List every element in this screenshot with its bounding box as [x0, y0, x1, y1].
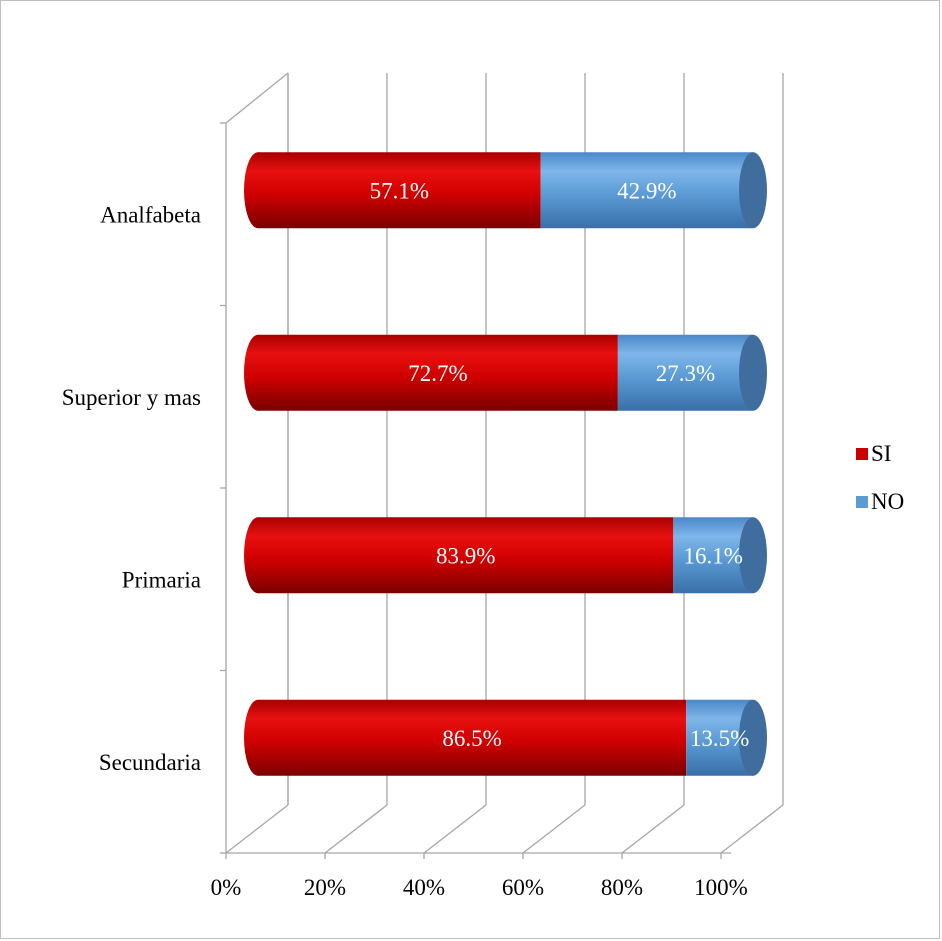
legend-swatch-si — [856, 448, 868, 460]
floor-gridline-60 — [522, 804, 586, 854]
x-tick-label: 100% — [694, 875, 748, 900]
data-label-si: 83.9% — [436, 543, 495, 568]
bar-end-cap — [739, 517, 767, 594]
legend-swatch-no — [856, 496, 868, 508]
category-label: Secundaria — [99, 750, 201, 775]
data-label-no: 13.5% — [690, 726, 749, 751]
data-label-no: 16.1% — [683, 543, 742, 568]
bar-end-cap — [739, 699, 767, 776]
x-tick-label: 20% — [304, 875, 346, 900]
floor-gridline-80 — [621, 804, 685, 854]
category-label: Superior y mas — [62, 385, 201, 410]
bars-layer — [244, 152, 767, 776]
bar-si-2 — [258, 517, 674, 594]
legend: SI NO — [856, 441, 904, 514]
data-label-si: 57.1% — [370, 178, 429, 203]
bar-start-cap — [244, 334, 272, 411]
x-tick-label: 60% — [502, 875, 544, 900]
floor-gridline-0 — [225, 804, 289, 854]
legend-label-no: NO — [871, 489, 904, 514]
bar-end-cap — [739, 334, 767, 411]
labels-layer: 0% 20% 40% 60% 80% 100% 57.1% 42.9% Analfabeta 72… — [62, 178, 750, 900]
bar-no-1 — [617, 334, 753, 411]
data-label-no: 42.9% — [617, 178, 676, 203]
floor-gridline-40 — [423, 804, 487, 854]
bar-si-1 — [258, 334, 618, 411]
side-wall-top-edge — [225, 72, 289, 124]
category-label: Analfabeta — [100, 202, 201, 227]
x-tick-label: 80% — [601, 875, 643, 900]
floor-gridline-20 — [324, 804, 388, 854]
data-label-no: 27.3% — [656, 361, 715, 386]
x-tick-label: 0% — [211, 875, 242, 900]
data-label-si: 72.7% — [408, 361, 467, 386]
bar-si-3 — [258, 699, 687, 776]
legend-label-si: SI — [871, 441, 891, 466]
bar-start-cap — [244, 517, 272, 594]
bar-end-cap — [739, 152, 767, 229]
bar-si-0 — [258, 152, 541, 229]
bar-no-0 — [540, 152, 753, 229]
floor-gridline-100 — [720, 804, 784, 854]
bar-start-cap — [244, 152, 272, 229]
bar-start-cap — [244, 699, 272, 776]
x-tick-label: 40% — [403, 875, 445, 900]
category-label: Primaria — [122, 567, 201, 592]
data-label-si: 86.5% — [442, 726, 501, 751]
